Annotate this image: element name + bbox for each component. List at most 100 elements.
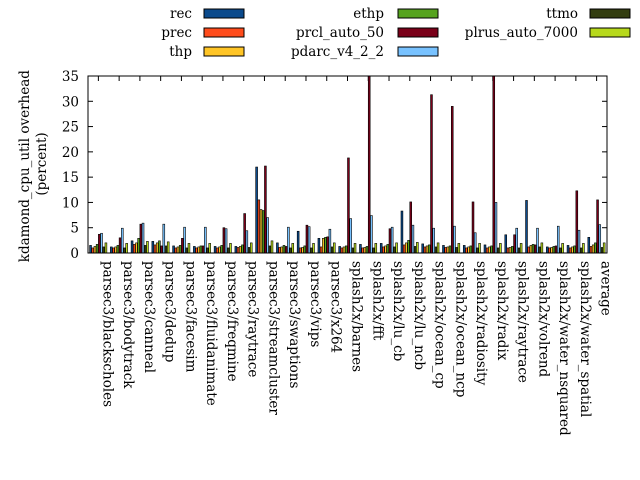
- bar-ethp-4: [178, 245, 182, 254]
- bar-ttmo-20: [517, 247, 521, 254]
- x-tick-label: splash2x/ocean_ncp: [452, 261, 468, 397]
- bar-pdarc_v4_2_2-17: [453, 225, 456, 254]
- bar-pdarc_v4_2_2-5: [204, 226, 207, 254]
- bar-thp-24: [591, 244, 595, 254]
- y-axis-label: kdamond_cpu_util overhead (percent): [17, 66, 50, 262]
- bar-prcl_auto_50-23: [575, 190, 579, 254]
- bar-plrus_auto_7000-19: [499, 243, 502, 254]
- bar-prec-12: [340, 247, 344, 254]
- bar-ethp-2: [137, 238, 140, 254]
- bar-thp-20: [508, 247, 512, 254]
- bar-ttmo-9: [289, 247, 292, 254]
- bar-prec-21: [527, 246, 530, 254]
- bar-pdarc_v4_2_2-23: [577, 229, 581, 254]
- legend-swatch-rec: [203, 8, 245, 19]
- bar-prec-15: [402, 244, 406, 254]
- bar-ethp-6: [220, 245, 223, 254]
- bar-rec-7: [234, 246, 238, 254]
- bar-prec-11: [319, 246, 323, 254]
- y-tick-label: 30: [62, 94, 79, 110]
- bar-prcl_auto_50-4: [181, 238, 184, 254]
- bar-pdarc_v4_2_2-10: [307, 226, 311, 254]
- bar-prcl_auto_50-20: [513, 234, 516, 254]
- x-tick-label: splash2x/lu_cb: [390, 261, 406, 361]
- bar-thp-13: [363, 247, 367, 254]
- bar-ethp-19: [490, 245, 493, 254]
- bar-pdarc_v4_2_2-11: [328, 228, 332, 254]
- bar-ethp-11: [324, 237, 327, 254]
- bar-pdarc_v4_2_2-12: [349, 218, 352, 254]
- bar-rec-23: [566, 245, 570, 254]
- bar-rec-14: [379, 243, 383, 254]
- bar-prcl_auto_50-14: [388, 228, 392, 254]
- bar-pdarc_v4_2_2-14: [390, 226, 394, 254]
- bar-rec-9: [276, 242, 279, 254]
- bar-ttmo-10: [310, 247, 313, 254]
- bar-thp-4: [176, 246, 180, 254]
- bar-ttmo-8: [268, 245, 272, 254]
- bar-prcl_auto_50-8: [264, 165, 267, 254]
- bar-ethp-13: [365, 246, 369, 254]
- bar-prec-0: [91, 247, 94, 254]
- bar-prec-23: [568, 247, 572, 254]
- bar-prec-10: [299, 247, 302, 254]
- bar-thp-21: [529, 245, 533, 254]
- bar-ethp-24: [594, 242, 597, 254]
- bar-ttmo-18: [476, 247, 479, 254]
- bar-prcl_auto_50-9: [284, 246, 288, 254]
- bar-thp-7: [239, 246, 242, 254]
- bar-plrus_auto_7000-13: [374, 243, 378, 254]
- x-tick-label: splash2x/water_nsquared: [556, 261, 572, 436]
- y-axis-label-line1: kdamond_cpu_util overhead: [17, 70, 33, 263]
- bar-plrus_auto_7000-8: [270, 240, 274, 254]
- bar-thp-15: [405, 242, 408, 254]
- bar-rec-15: [400, 210, 404, 254]
- bar-prec-20: [506, 247, 510, 254]
- legend-swatch-ethp: [397, 8, 439, 19]
- bar-prcl_auto_50-10: [305, 224, 309, 254]
- bar-prec-17: [444, 247, 447, 254]
- legend-label-prcl_auto_50: prcl_auto_50: [296, 25, 384, 41]
- bar-pdarc_v4_2_2-19: [494, 202, 498, 254]
- bar-prcl_auto_50-5: [201, 245, 205, 254]
- bar-plrus_auto_7000-4: [187, 243, 191, 254]
- x-tick-label: splash2x/water_spatial: [577, 261, 593, 417]
- bar-ttmo-13: [372, 247, 375, 254]
- bar-ethp-7: [241, 244, 244, 254]
- bar-thp-1: [114, 246, 117, 254]
- bar-prcl_auto_50-13: [367, 75, 371, 254]
- bar-ethp-23: [573, 245, 576, 254]
- bar-plrus_auto_7000-2: [146, 241, 149, 254]
- bar-rec-4: [172, 245, 175, 254]
- bar-pdarc_v4_2_2-2: [141, 222, 145, 254]
- bar-thp-22: [550, 247, 553, 254]
- bar-pdarc_v4_2_2-16: [432, 227, 435, 254]
- bar-thp-19: [488, 246, 491, 254]
- bar-ethp-0: [95, 244, 99, 254]
- bar-ethp-22: [552, 246, 556, 254]
- bar-plrus_auto_7000-0: [104, 242, 108, 254]
- bar-pdarc_v4_2_2-15: [411, 224, 415, 254]
- bar-rec-1: [110, 246, 113, 254]
- bar-thp-11: [322, 238, 325, 254]
- bar-rec-24: [587, 237, 591, 254]
- bar-pdarc_v4_2_2-6: [224, 228, 228, 254]
- bar-plrus_auto_7000-23: [582, 243, 585, 254]
- x-tick-label: parsec3/bodytrack: [120, 261, 136, 389]
- bar-ethp-9: [282, 245, 286, 254]
- x-tick-label: parsec3/streamcluster: [266, 261, 282, 415]
- y-tick-label: 10: [62, 195, 79, 211]
- bar-prcl_auto_50-7: [243, 213, 246, 254]
- bar-ethp-20: [511, 246, 514, 254]
- bar-ttmo-6: [227, 247, 230, 254]
- bar-prcl_auto_50-22: [554, 245, 558, 254]
- bar-plrus_auto_7000-3: [166, 241, 170, 254]
- bars: [89, 75, 606, 254]
- bar-pdarc_v4_2_2-8: [266, 217, 269, 254]
- bar-thp-9: [280, 246, 284, 254]
- bar-prcl_auto_50-17: [450, 106, 454, 254]
- bar-ttmo-4: [185, 247, 189, 254]
- bar-pdarc_v4_2_2-9: [287, 226, 290, 254]
- x-tick-label: splash2x/volrend: [535, 261, 551, 378]
- bar-thp-10: [301, 247, 304, 254]
